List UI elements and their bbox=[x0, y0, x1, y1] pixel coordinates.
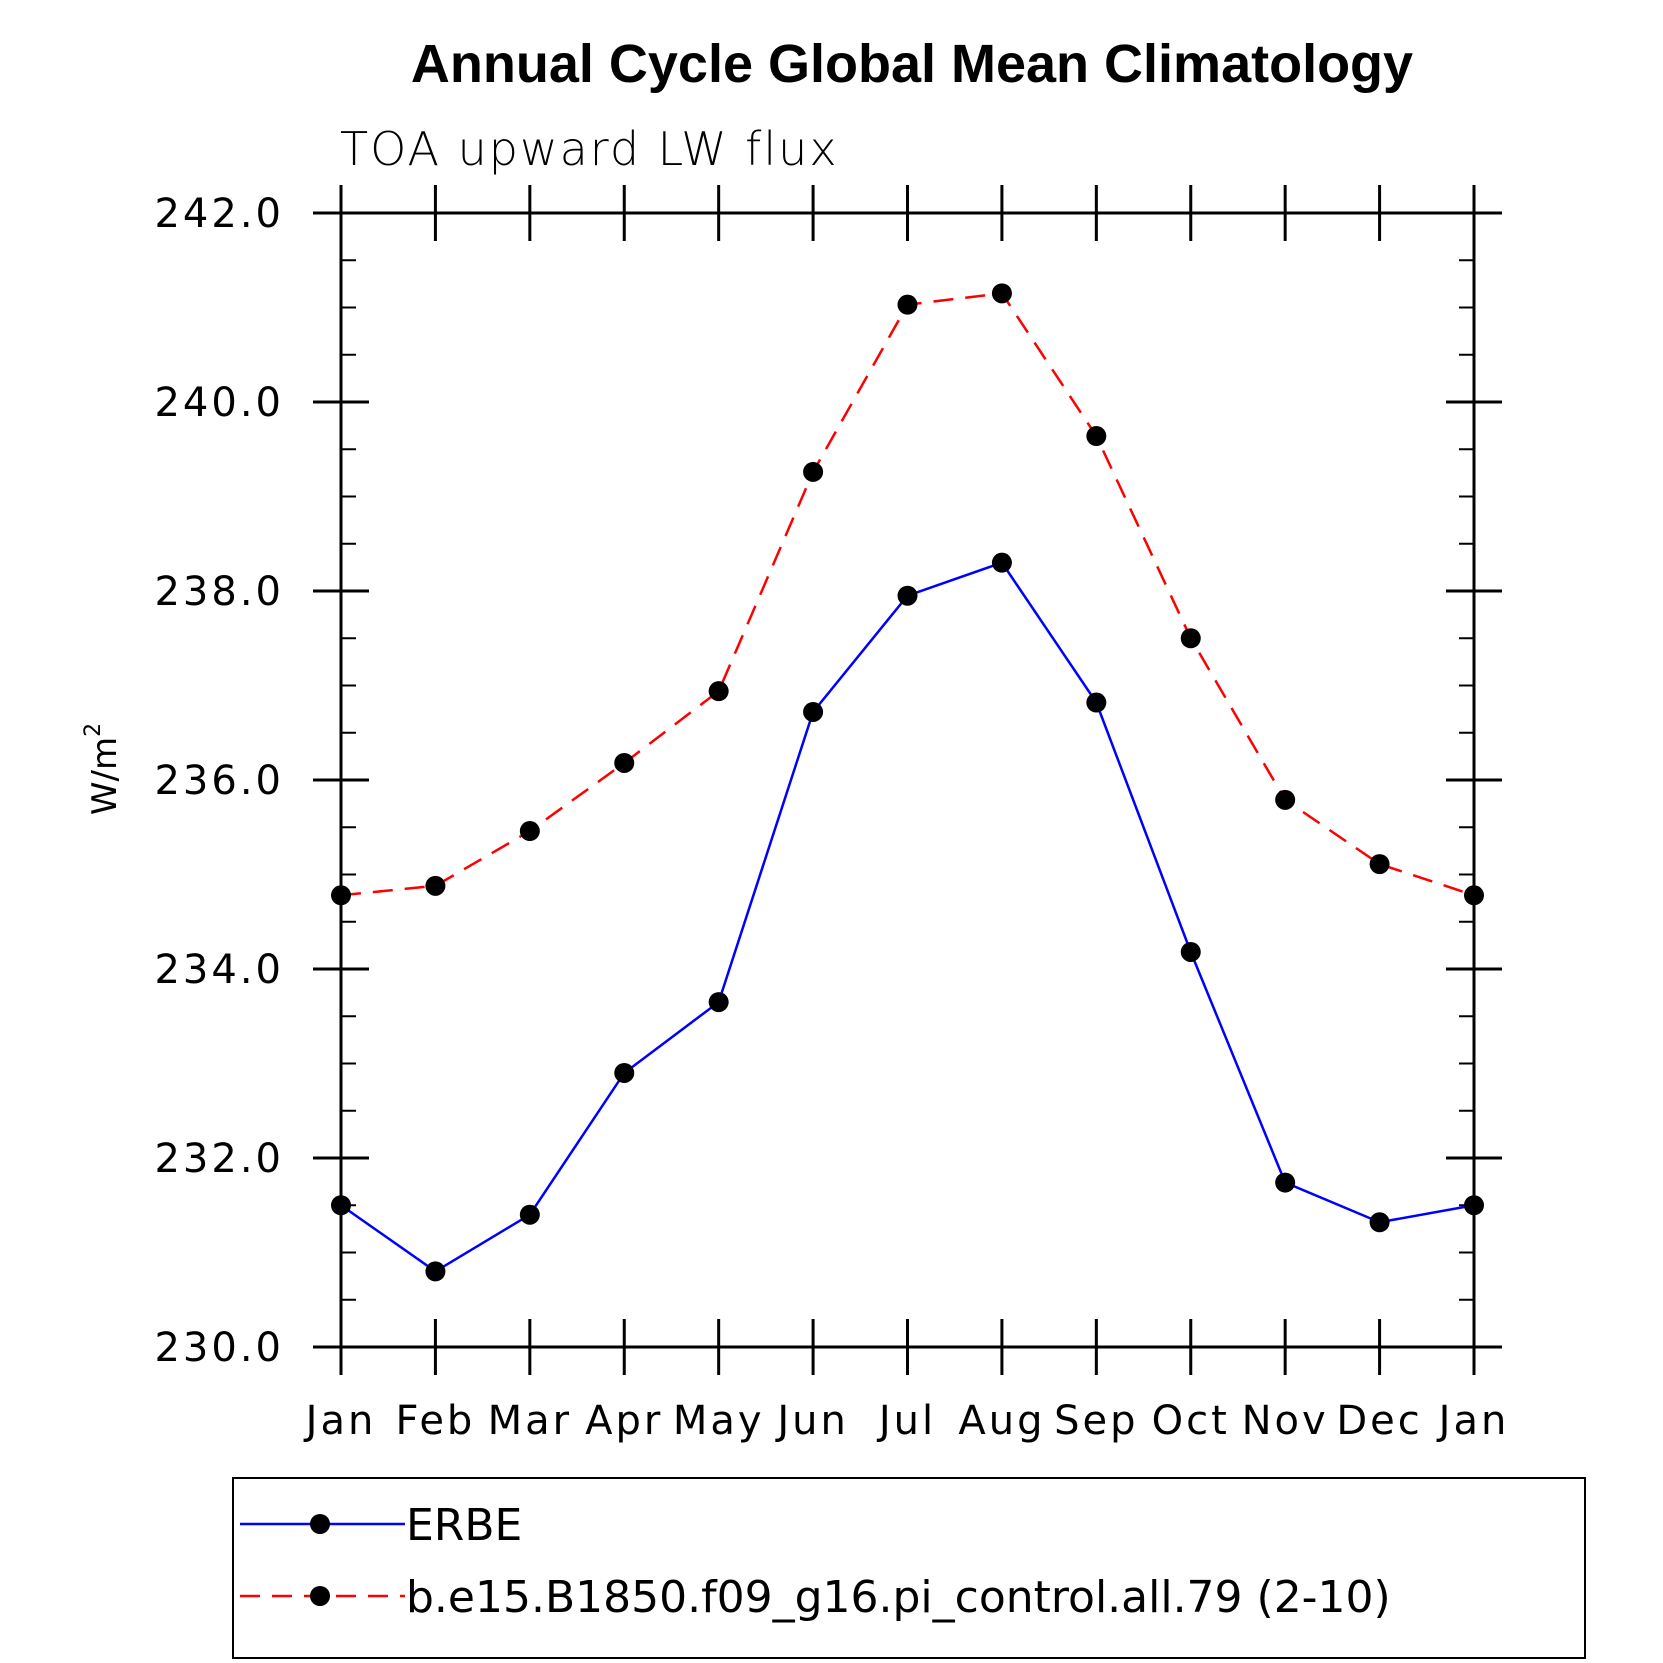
data-point bbox=[519, 1204, 540, 1225]
legend-marker bbox=[310, 1586, 330, 1606]
chart-title: Annual Cycle Global Mean Climatology bbox=[411, 34, 1413, 94]
data-point bbox=[1180, 628, 1201, 649]
data-point bbox=[803, 701, 824, 722]
x-tick-label: Oct bbox=[1152, 1398, 1230, 1444]
data-point bbox=[1464, 885, 1484, 906]
x-tick-label: Feb bbox=[396, 1398, 476, 1444]
y-tick-label: 232.0 bbox=[154, 1136, 284, 1182]
data-point bbox=[1369, 854, 1390, 875]
data-point bbox=[425, 875, 446, 896]
data-point bbox=[519, 821, 540, 842]
y-tick-label: 230.0 bbox=[154, 1325, 284, 1371]
y-tick-label: 236.0 bbox=[154, 758, 284, 804]
x-tick-label: Aug bbox=[958, 1398, 1045, 1444]
x-tick-label: Mar bbox=[488, 1398, 572, 1444]
y-axis-label: W/m2 bbox=[81, 723, 125, 815]
data-point bbox=[614, 1062, 635, 1083]
data-point bbox=[803, 461, 824, 482]
data-point bbox=[1086, 692, 1107, 713]
x-tick-label: Jun bbox=[774, 1398, 849, 1444]
data-point bbox=[991, 552, 1012, 573]
y-axis-label-superscript: 2 bbox=[81, 723, 106, 737]
plot-frame bbox=[339, 211, 1476, 1349]
data-point bbox=[1180, 941, 1201, 962]
svg-text:W/m2: W/m2 bbox=[81, 723, 125, 815]
y-tick-label: 240.0 bbox=[154, 380, 284, 426]
data-point bbox=[708, 992, 729, 1013]
legend-marker bbox=[310, 1514, 330, 1534]
y-tick-label: 238.0 bbox=[154, 569, 284, 615]
data-point bbox=[708, 681, 729, 702]
x-tick-label: Jul bbox=[876, 1398, 936, 1444]
y-axis-label-base: W/m bbox=[85, 737, 125, 815]
x-tick-label: May bbox=[673, 1398, 765, 1444]
series-line bbox=[340, 561, 1475, 1273]
series-layer bbox=[331, 283, 1484, 1282]
data-point bbox=[425, 1261, 446, 1282]
x-tick-label: Apr bbox=[585, 1398, 663, 1444]
y-tick-label: 242.0 bbox=[154, 191, 284, 237]
x-tick-label: Nov bbox=[1242, 1398, 1329, 1444]
x-tick-label: Dec bbox=[1336, 1398, 1422, 1444]
data-point bbox=[1275, 1172, 1296, 1193]
x-tick-label: Sep bbox=[1054, 1398, 1138, 1444]
data-point bbox=[1464, 1195, 1484, 1216]
legend-label: ERBE bbox=[406, 1500, 522, 1551]
data-point bbox=[897, 585, 918, 606]
data-point bbox=[331, 1195, 351, 1216]
x-tick-label: Jan bbox=[1436, 1398, 1510, 1444]
legend-box bbox=[232, 1477, 1586, 1659]
x-tick-label: Jan bbox=[303, 1398, 377, 1444]
data-point bbox=[331, 885, 351, 906]
chart-subtitle: TOA upward LW flux bbox=[340, 122, 839, 176]
axes: Jan Feb Mar Apr May Jun Jul Aug Sep Oct Nov Dec Jan 2… bbox=[154, 185, 1510, 1444]
legend: ERBE b.e15.B1850.f09_g16.pi_control.all.7… bbox=[240, 1500, 1391, 1623]
data-point bbox=[1275, 789, 1296, 810]
data-point bbox=[1086, 426, 1107, 447]
y-tick-label: 234.0 bbox=[154, 947, 284, 993]
data-point bbox=[897, 294, 918, 315]
data-point bbox=[614, 752, 635, 773]
legend-label: b.e15.B1850.f09_g16.pi_control.all.79 (2… bbox=[406, 1572, 1391, 1623]
data-point bbox=[991, 283, 1012, 304]
data-point bbox=[1369, 1212, 1390, 1233]
